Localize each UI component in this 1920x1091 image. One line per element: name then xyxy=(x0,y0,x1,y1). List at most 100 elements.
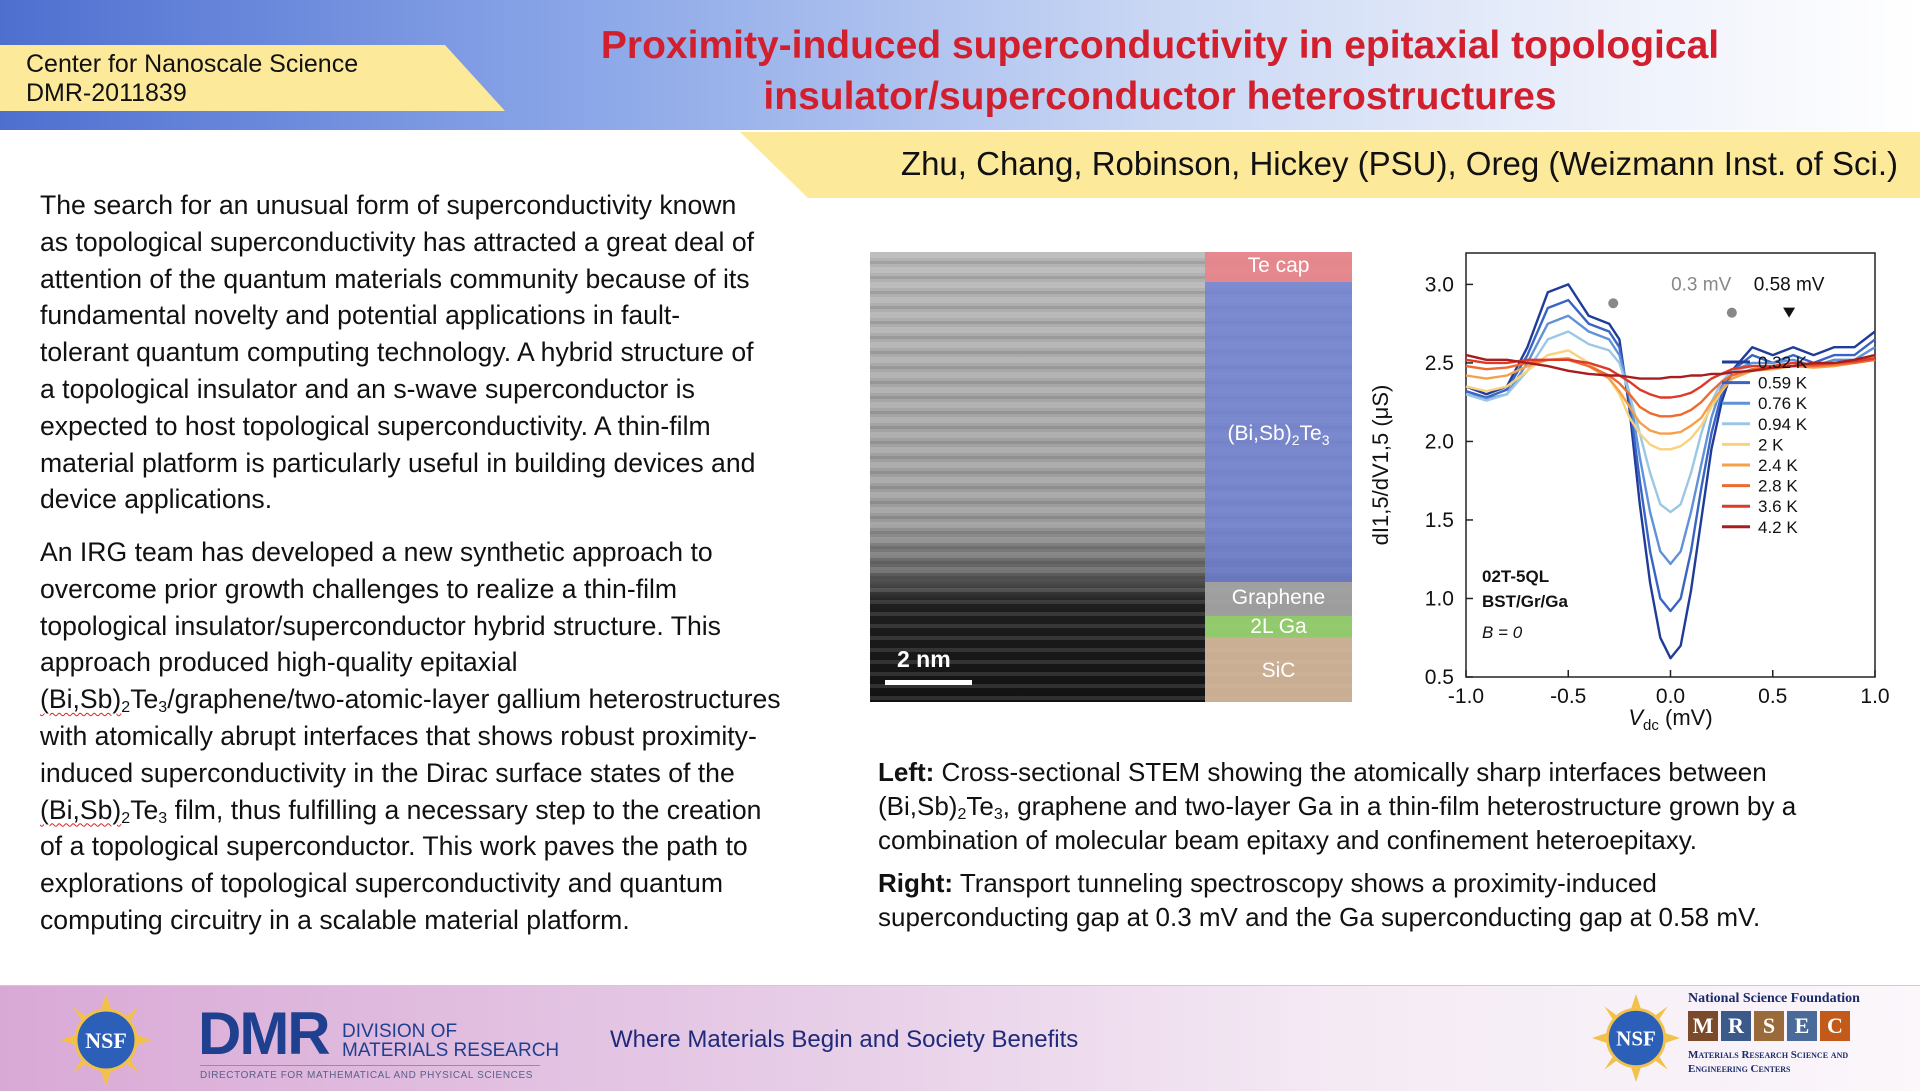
caption-left-label: Left: xyxy=(878,757,935,787)
p1-line: fundamental novelty and potential applic… xyxy=(40,300,681,331)
award-number: DMR-2011839 xyxy=(26,79,187,107)
sample-stack-label: BST/Gr/Ga xyxy=(1482,592,1569,611)
division-name: DIVISION OF MATERIALS RESEARCH xyxy=(342,1022,559,1060)
formula-tail: film, thus fulfilling a necessary step t… xyxy=(167,794,762,825)
p1-line: device applications. xyxy=(40,484,273,515)
mrsec-letter: S xyxy=(1754,1011,1784,1041)
p2-line: An IRG team has developed a new syntheti… xyxy=(40,537,713,567)
caption-sub: 3 xyxy=(993,806,1003,823)
y-tick-label: 3.0 xyxy=(1425,273,1454,296)
sample-label: 02T-5QL xyxy=(1482,567,1549,586)
p1-line: expected to host topological superconduc… xyxy=(40,410,711,441)
label-bst: (Bi,Sb)2Te3 xyxy=(1205,422,1352,448)
p2-line: of a topological superconductor. This wo… xyxy=(40,831,748,862)
y-tick-label: 1.0 xyxy=(1425,587,1454,610)
y-tick-label: 2.0 xyxy=(1425,430,1454,453)
nsf-full-name: National Science Foundation xyxy=(1688,991,1860,1006)
field-label: B = 0 xyxy=(1482,623,1523,642)
bst-text: (Bi,Sb) xyxy=(1227,422,1292,445)
p2-line: computing circuitry in a scalable materi… xyxy=(40,904,630,935)
mrsec-letter: E xyxy=(1787,1011,1817,1041)
x-tick-label: 0.5 xyxy=(1758,685,1787,708)
legend-label: 0.76 K xyxy=(1758,394,1808,413)
x-axis-label: Vdc (mV) xyxy=(1628,705,1712,734)
center-name: Center for Nanoscale Science xyxy=(26,50,359,78)
stem-micrograph xyxy=(870,252,1352,702)
x-tick-label: -1.0 xyxy=(1448,685,1484,708)
series-line xyxy=(1465,357,1876,399)
stem-image: Te cap (Bi,Sb)2Te3 Graphene 2L Ga SiC 2 … xyxy=(870,252,1352,702)
ga-band xyxy=(1205,616,1352,638)
p2-line: topological insulator/superconductor hyb… xyxy=(40,610,721,641)
division-line: MATERIALS RESEARCH xyxy=(342,1040,560,1061)
nsf-logo-text: NSF xyxy=(1616,1027,1656,1051)
nsf-logo-right: NSF xyxy=(1592,994,1680,1082)
series-line xyxy=(1465,283,1876,660)
legend-label: 2.4 K xyxy=(1758,456,1798,475)
p2-line-formula: (Bi,Sb)2Te3 film, thus fulfilling a nece… xyxy=(40,792,840,829)
formula-te: Te xyxy=(130,684,159,715)
caption-left-line: (Bi,Sb)2Te3, graphene and two-layer Ga i… xyxy=(878,789,1898,823)
title-line-2: insulator/superconductor heterostructure… xyxy=(763,75,1557,118)
caption-right-line: Right: Transport tunneling spectroscopy … xyxy=(878,866,1898,900)
dmr-divider xyxy=(200,1065,540,1066)
p2-line-formula: (Bi,Sb)2Te3/graphene/two-atomic-layer ga… xyxy=(40,681,840,718)
legend-label: 2 K xyxy=(1758,435,1784,454)
te-cap-band xyxy=(1205,252,1352,282)
tunneling-spectra-chart: -1.0 -0.5 0.0 0.5 1.0 0.5 1.0 1.5 2.0 2.5 3.0 0.3 m… xyxy=(1370,252,1890,734)
title-line-1: Proximity-induced superconductivity in e… xyxy=(600,24,1720,67)
y-tick-label: 1.5 xyxy=(1425,509,1454,532)
mrsec-line: Engineering Centers xyxy=(1688,1063,1791,1075)
caption-right: Right: Transport tunneling spectroscopy … xyxy=(878,866,1898,934)
page-title: Proximity-induced superconductivity in e… xyxy=(520,20,1800,122)
bst-band xyxy=(1205,282,1352,582)
division-line: DIVISION OF xyxy=(342,1021,458,1042)
authors: Zhu, Chang, Robinson, Hickey (PSU), Oreg… xyxy=(900,145,1898,182)
formula-te: Te xyxy=(130,794,159,825)
mrsec-line: Materials Research Science and xyxy=(1688,1049,1849,1061)
p1-line: as topological superconductivity has att… xyxy=(40,226,755,257)
x-tick-label: 0.0 xyxy=(1656,685,1685,708)
caption-right-line: superconducting gap at 0.3 mV and the Ga… xyxy=(878,902,1761,932)
footer: NSF DMR DIVISION OF MATERIALS RESEARCH D… xyxy=(0,985,1920,1091)
series-line xyxy=(1465,353,1876,380)
legend-label: 4.2 K xyxy=(1758,518,1798,537)
y-tick-label: 0.5 xyxy=(1425,666,1454,689)
formula-sub: 2 xyxy=(121,809,131,827)
p1-line: The search for an unusual form of superc… xyxy=(40,190,737,220)
x-tick-label: 1.0 xyxy=(1860,685,1889,708)
series-line xyxy=(1465,314,1876,566)
authors-band xyxy=(740,132,1920,198)
annotation-0.58mv: 0.58 mV xyxy=(1754,274,1825,295)
gap-marker-dot xyxy=(1608,298,1619,309)
nsf-logo: NSF xyxy=(60,994,152,1086)
formula-tail: /graphene/two-atomic-layer gallium heter… xyxy=(167,684,781,715)
directorate: DIRECTORATE FOR MATHEMATICAL AND PHYSICA… xyxy=(200,1070,534,1081)
label-sic: SiC xyxy=(1261,659,1296,682)
caption-left-text: Cross-sectional STEM showing the atomica… xyxy=(934,757,1767,787)
bst-te: Te xyxy=(1299,422,1322,445)
legend-label: 0.94 K xyxy=(1758,415,1808,434)
legend-label: 0.32 K xyxy=(1758,353,1808,372)
annotation-0.3mv: 0.3 mV xyxy=(1671,274,1732,295)
p2-line: explorations of topological superconduct… xyxy=(40,868,723,899)
x-tick-label: -0.5 xyxy=(1550,685,1586,708)
caption-left-line: combination of molecular beam epitaxy an… xyxy=(878,825,1697,855)
p2-line: with atomically abrupt interfaces that s… xyxy=(40,720,757,751)
caption-formula-te: Te xyxy=(966,791,994,821)
series-line xyxy=(1465,330,1876,514)
tagline: Where Materials Begin and Society Benefi… xyxy=(610,1026,1079,1053)
p2-line: induced superconductivity in the Dirac s… xyxy=(40,757,735,788)
mrsec-letter: C xyxy=(1820,1011,1850,1041)
caption-right-label: Right: xyxy=(878,868,954,898)
p1-line: a topological insulator and an s-wave su… xyxy=(40,373,695,404)
gap-marker-triangle xyxy=(1783,307,1796,318)
plot-frame xyxy=(1465,252,1876,678)
gap-marker-dot xyxy=(1726,307,1737,318)
caption-formula: (Bi,Sb) xyxy=(878,791,958,821)
center-tag xyxy=(0,45,505,111)
legend-label: 2.8 K xyxy=(1758,477,1798,496)
formula-bisb: (Bi,Sb) xyxy=(40,794,122,825)
label-te-cap: Te cap xyxy=(1247,254,1310,277)
